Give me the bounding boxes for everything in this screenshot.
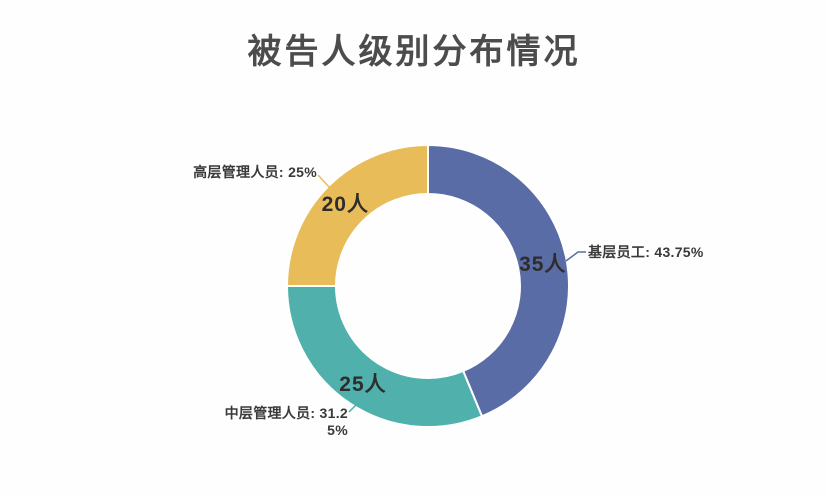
callout-label-zhongceng: 中层管理人员: 31.2 5% xyxy=(213,405,348,439)
callout-label-gaoceng-text: 高层管理人员: 25% xyxy=(193,164,317,180)
callout-leader-lines xyxy=(317,174,586,413)
pie-slice-中层管理人员[interactable] xyxy=(286,285,483,428)
slice-value-label-zhongceng: 25人 xyxy=(339,373,387,397)
callout-label-zhongceng-line2: 5% xyxy=(327,422,348,438)
donut-slices xyxy=(286,144,570,428)
callout-label-jiceng-text: 基层员工: 43.75% xyxy=(588,244,704,260)
callout-label-gaoceng: 高层管理人员: 25% xyxy=(187,164,317,181)
pie-slice-基层员工[interactable] xyxy=(427,144,570,418)
slice-value-label-gaoceng: 20人 xyxy=(321,193,369,217)
chart-title: 被告人级别分布情况 xyxy=(247,33,581,71)
leader-line-基层员工 xyxy=(565,251,586,262)
leader-line-中层管理人员 xyxy=(348,397,364,413)
pie-slice-高层管理人员[interactable] xyxy=(286,144,429,287)
slice-value-label-jiceng: 35人 xyxy=(519,253,567,277)
callout-label-jiceng: 基层员工: 43.75% xyxy=(588,244,704,261)
leader-line-高层管理人员 xyxy=(317,174,331,189)
callout-label-zhongceng-line1: 中层管理人员: 31.2 xyxy=(224,405,348,421)
